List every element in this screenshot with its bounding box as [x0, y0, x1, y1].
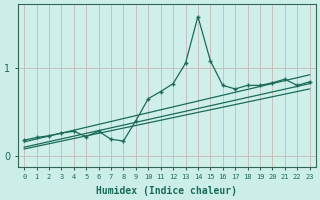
X-axis label: Humidex (Indice chaleur): Humidex (Indice chaleur)	[96, 186, 237, 196]
